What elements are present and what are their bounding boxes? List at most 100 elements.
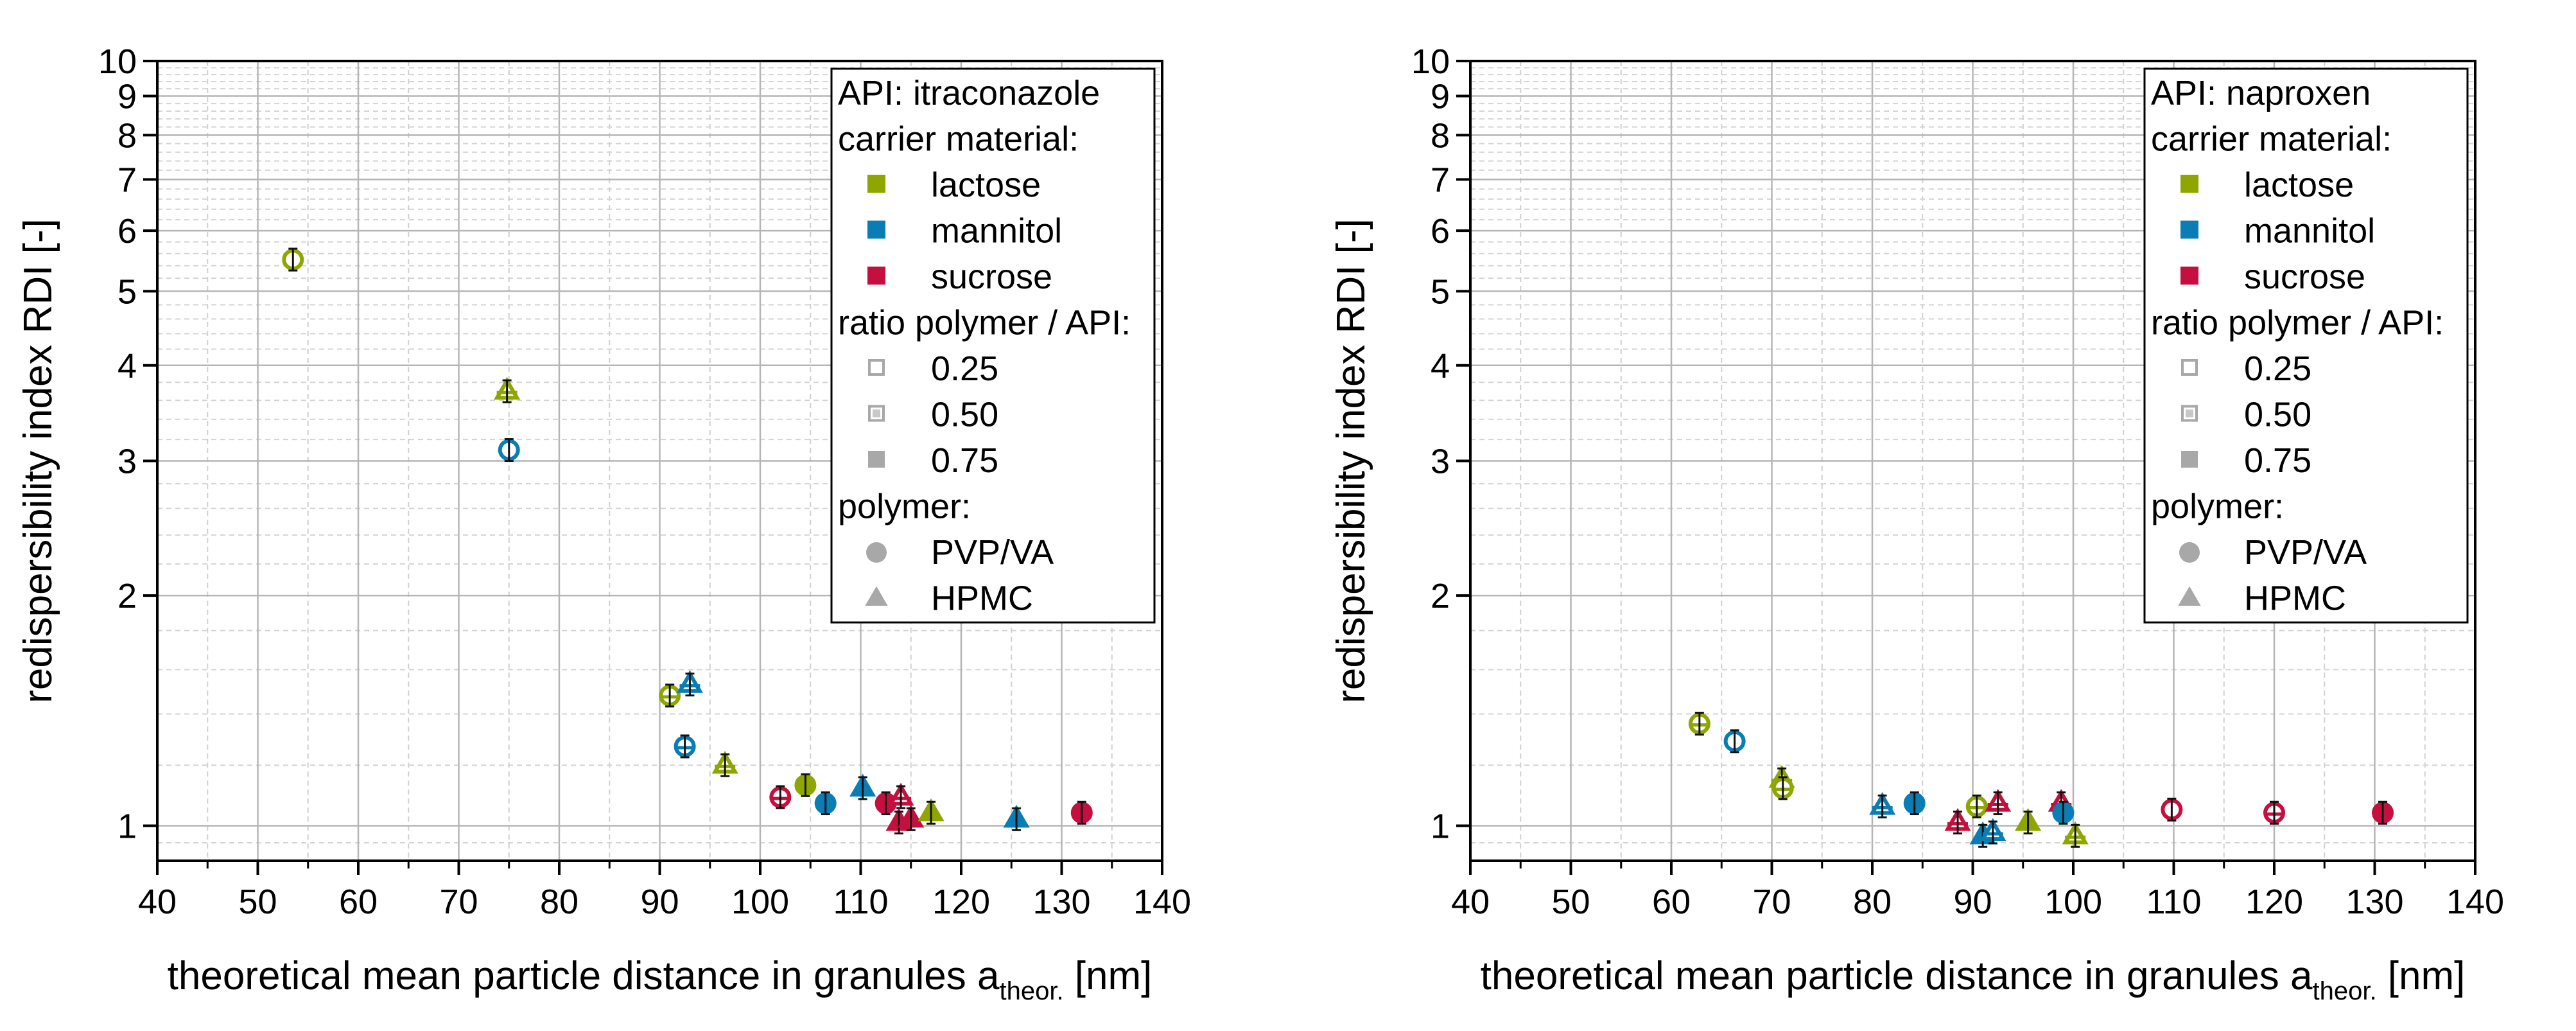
- x-tick-label: 100: [731, 883, 789, 921]
- data-point: [2161, 797, 2183, 822]
- y-tick-label: 2: [117, 577, 137, 615]
- data-point: [1688, 712, 1710, 736]
- legend-polymer-marker-circle: [2179, 542, 2200, 563]
- y-tick-label: 6: [117, 212, 137, 251]
- y-axis-label: redispersibility index RDI [-]: [1329, 218, 1373, 703]
- x-tick-label: 70: [439, 883, 478, 921]
- y-tick-label: 7: [117, 161, 137, 199]
- data-point: [2372, 800, 2394, 825]
- y-tick-label: 8: [1431, 116, 1450, 155]
- legend-box: [2143, 67, 2469, 624]
- legend-polymer-1: HPMC: [2244, 579, 2346, 618]
- legend-carrier-mannitol: mannitol: [931, 212, 1062, 251]
- x-tick-label: 140: [1133, 883, 1191, 921]
- legend-ratio-1: 0.50: [2244, 396, 2311, 434]
- x-tick-label: 80: [540, 883, 579, 921]
- x-tick-label: 40: [1451, 883, 1490, 921]
- y-tick-label: 2: [1431, 577, 1450, 615]
- data-point: [1003, 804, 1030, 831]
- legend-api-label: API: naproxen: [2151, 74, 2371, 112]
- legend-ratio-swatch-half-inner: [2186, 409, 2193, 418]
- data-point: [1771, 776, 1794, 800]
- data-point: [2014, 807, 2042, 834]
- data-point: [1070, 800, 1093, 825]
- y-tick-label: 6: [1431, 212, 1450, 251]
- x-axis-label-unit: [nm]: [2377, 954, 2466, 998]
- data-point: [674, 734, 696, 759]
- x-tick-label: 90: [640, 883, 679, 921]
- data-point: [918, 798, 944, 825]
- x-tick-label: 130: [1032, 883, 1090, 921]
- data-points: [282, 247, 1093, 834]
- legend-ratio-2: 0.75: [931, 441, 998, 480]
- legend-carrier-sucrose: sucrose: [931, 258, 1052, 296]
- data-point: [282, 247, 304, 272]
- x-tick-label: 50: [238, 883, 277, 921]
- legend-ratio-1: 0.50: [931, 396, 998, 434]
- data-point: [814, 791, 837, 816]
- legend-carrier-swatch: [867, 267, 885, 285]
- y-tick-label: 3: [1431, 443, 1450, 481]
- x-tick-label: 110: [2146, 883, 2201, 921]
- x-axis-label-main: theoretical mean particle distance in gr…: [1481, 954, 2313, 998]
- y-tick-label: 9: [1431, 77, 1450, 116]
- legend-carrier-title: carrier material:: [2151, 120, 2392, 159]
- legend-ratio-swatch-empty: [868, 359, 885, 376]
- legend-polymer-marker-triangle: [865, 586, 888, 606]
- legend-ratio-swatch-empty: [2181, 359, 2198, 376]
- legend-ratio-swatch-half-inner: [873, 409, 880, 418]
- x-tick-label: 70: [1752, 883, 1791, 921]
- x-axis-label-unit: [nm]: [1064, 954, 1153, 998]
- data-point: [2263, 800, 2285, 825]
- x-tick-label: 60: [1652, 883, 1691, 921]
- x-axis-label-main: theoretical mean particle distance in gr…: [168, 954, 1000, 998]
- x-axis-label: theoretical mean particle distance in gr…: [1481, 954, 2466, 1005]
- y-tick-label: 1: [117, 807, 137, 846]
- data-point: [1944, 807, 1971, 834]
- legend-carrier-swatch: [2180, 220, 2198, 239]
- data-points: [1688, 712, 2394, 848]
- y-tick-label: 3: [117, 443, 137, 481]
- x-tick-label: 140: [2446, 883, 2504, 921]
- x-axis-label-subscript: theor.: [999, 977, 1063, 1005]
- y-tick-label: 1: [1431, 807, 1450, 846]
- data-point: [498, 438, 520, 463]
- data-point: [875, 791, 897, 816]
- y-tick-label: 5: [1431, 272, 1450, 311]
- y-tick-label: 9: [117, 77, 137, 116]
- data-point: [659, 683, 681, 708]
- data-point: [2062, 821, 2089, 848]
- legend-polymer-title: polymer:: [838, 488, 971, 526]
- x-tick-label: 120: [2245, 883, 2303, 921]
- legend-carrier-lactose: lactose: [2244, 166, 2354, 204]
- y-tick-label: 4: [117, 347, 137, 385]
- legend-carrier-swatch: [2180, 267, 2198, 285]
- y-tick-label: 5: [117, 272, 137, 311]
- x-axis-ticks: 40 50 60 70 80 90 100 110 120 130 140: [138, 861, 1191, 921]
- legend-ratio-title: ratio polymer / API:: [2151, 304, 2444, 342]
- legend-polymer-marker-triangle: [2178, 586, 2201, 606]
- x-tick-label: 100: [2044, 883, 2102, 921]
- legend-polymer-marker-circle: [866, 542, 887, 563]
- y-tick-label: 4: [1431, 347, 1450, 385]
- y-tick-label: 10: [98, 42, 137, 81]
- x-tick-label: 110: [833, 883, 888, 921]
- data-point: [1965, 794, 1988, 818]
- legend-carrier-sucrose: sucrose: [2244, 258, 2365, 296]
- data-point: [1723, 729, 1746, 753]
- x-tick-label: 50: [1551, 883, 1590, 921]
- data-point: [769, 785, 792, 809]
- x-tick-label: 40: [138, 883, 177, 921]
- legend-polymer-0: PVP/VA: [2244, 533, 2367, 572]
- legend-ratio-title: ratio polymer / API:: [838, 304, 1131, 342]
- data-point: [1869, 791, 1896, 818]
- legend-polymer-0: PVP/VA: [931, 533, 1054, 572]
- data-point: [494, 376, 521, 403]
- legend-ratio-2: 0.75: [2244, 441, 2311, 480]
- x-tick-label: 130: [2345, 883, 2403, 921]
- y-axis-label: redispersibility index RDI [-]: [16, 218, 60, 703]
